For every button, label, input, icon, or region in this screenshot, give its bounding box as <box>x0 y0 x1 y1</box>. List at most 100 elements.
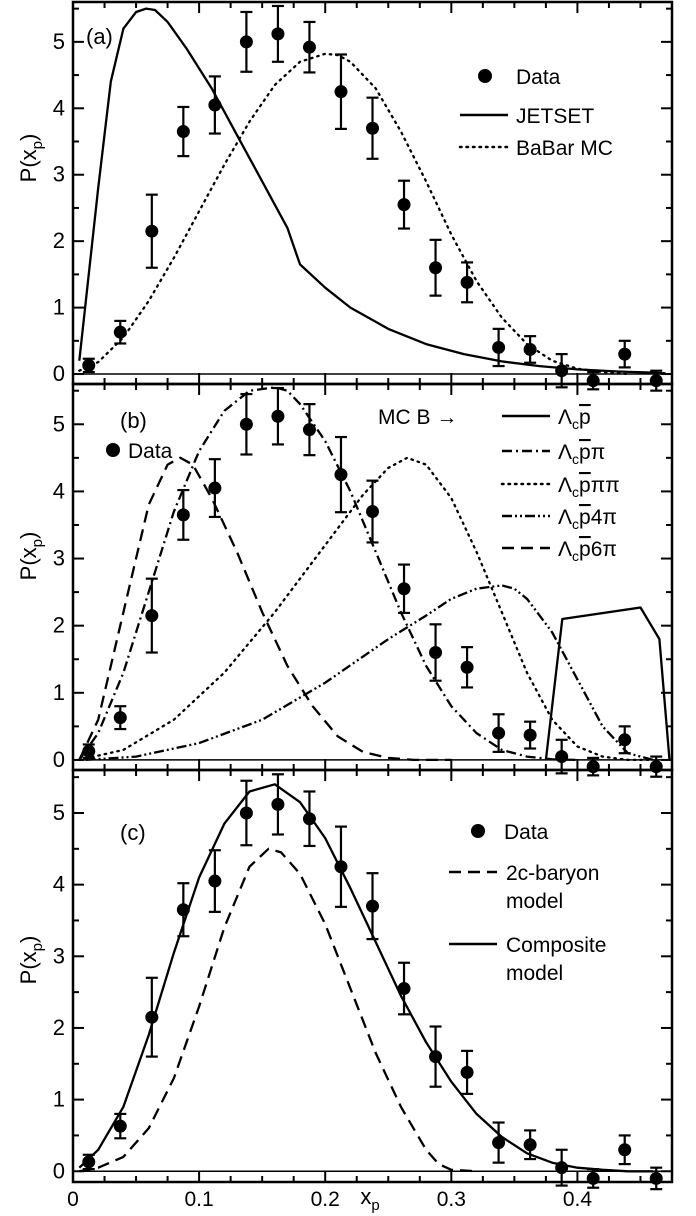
data-point <box>271 409 285 423</box>
data-point <box>460 1065 474 1079</box>
y-tick-label: 5 <box>53 411 65 436</box>
y-tick-label: 0 <box>53 361 65 386</box>
data-point <box>618 1143 632 1157</box>
legend-c-2c-label-2: model <box>506 890 563 913</box>
legend-b: Data MC B → Λcp Λcpπ Λcpππ Λcp4π Λcp6π <box>106 406 620 564</box>
series-line-2 <box>78 783 654 1173</box>
data-point <box>82 1155 96 1169</box>
legend-c: Data 2c-baryon model Composite model <box>449 821 606 985</box>
data-point <box>460 275 474 289</box>
data-point <box>302 40 316 54</box>
series-line-3 <box>78 456 655 762</box>
legend-b-label-1: Λcp <box>558 406 591 432</box>
data-point <box>366 899 379 913</box>
legend-a-data-marker <box>478 69 492 83</box>
data-point <box>145 1010 159 1024</box>
data-point <box>586 1171 600 1185</box>
x-tick-label: 0.4 <box>563 1188 593 1211</box>
panel-frame <box>71 0 674 386</box>
legend-b-label-4: Λcp4π <box>558 506 617 532</box>
legend-a-data-label: Data <box>516 66 561 89</box>
panel-c-tag: (c) <box>120 820 146 845</box>
panel-a-tag: (a) <box>86 24 113 49</box>
x-tick-label: 0.1 <box>185 1188 214 1211</box>
data-point <box>523 1138 537 1152</box>
panel-c: 0 1 2 3 4 5 0 0.1 0.2 0.3 0.4 <box>53 768 674 1211</box>
legend-b-label-5: Λcp6π <box>558 538 617 564</box>
y-tick-label: 2 <box>53 1015 65 1040</box>
y-tick-label: 4 <box>53 872 65 897</box>
data-point <box>429 646 443 660</box>
y-tick-label: 1 <box>53 295 65 320</box>
data-point <box>618 347 632 361</box>
data-point <box>176 508 190 522</box>
data-point <box>397 982 411 996</box>
series-line-1 <box>79 847 477 1173</box>
data-point <box>334 85 348 99</box>
ylabel-b: P(xp) <box>16 532 46 581</box>
data-point <box>429 261 443 275</box>
xlabel: xp <box>360 1184 379 1214</box>
y-tick-label: 2 <box>53 613 65 638</box>
x-tick-label: 0.3 <box>437 1188 466 1211</box>
y-tick-label: 2 <box>53 228 65 253</box>
data-point <box>176 125 190 139</box>
legend-b-label-3: Λcpππ <box>558 474 620 500</box>
legend-b-data-label: Data <box>128 440 173 463</box>
data-point <box>145 224 159 238</box>
legend-c-2c-label-1: 2c-baryon <box>506 862 599 885</box>
data-point <box>113 325 127 339</box>
data-point <box>239 35 253 49</box>
y-tick-label: 3 <box>53 546 65 571</box>
series-line-1 <box>544 606 671 761</box>
y-tick-label: 0 <box>53 747 65 772</box>
data-point <box>555 750 569 764</box>
series-line-1 <box>78 7 666 375</box>
data-point <box>523 728 537 742</box>
data-point <box>176 903 190 917</box>
data-point <box>492 1136 506 1150</box>
data-point <box>208 874 222 888</box>
data-point <box>366 505 379 519</box>
data-point <box>239 806 253 820</box>
panel-a: 0 1 2 3 4 5 <box>53 0 674 392</box>
data-point <box>492 340 506 354</box>
legend-c-data-marker <box>471 824 485 838</box>
ylabel-a: P(xp) <box>16 134 46 183</box>
data-point <box>239 417 253 431</box>
data-point <box>271 797 285 811</box>
data-point <box>145 609 159 623</box>
y-tick-label: 5 <box>53 800 65 825</box>
y-tick-label: 5 <box>53 29 65 54</box>
y-tick-label: 4 <box>53 95 65 120</box>
series-line-2 <box>78 52 630 376</box>
data-point <box>271 27 285 41</box>
data-point <box>397 582 411 596</box>
x-tick-label: 0.2 <box>311 1188 340 1211</box>
legend-c-composite-label-1: Composite <box>506 934 606 957</box>
legend-a-babar-label: BaBar MC <box>516 137 613 160</box>
legend-a: Data JETSET BaBar MC <box>458 66 613 160</box>
data-point <box>113 1119 127 1133</box>
data-point <box>113 711 127 725</box>
legend-c-data-label: Data <box>504 821 549 844</box>
data-point <box>302 423 316 437</box>
data-point <box>82 358 96 372</box>
y-tick-label: 1 <box>53 680 65 705</box>
legend-b-header: MC B → <box>378 406 457 429</box>
y-tick-label: 3 <box>53 943 65 968</box>
legend-b-label-2: Λcpπ <box>558 441 605 467</box>
series-line-2 <box>78 386 578 762</box>
panel-b-tag: (b) <box>120 408 147 433</box>
ylabel-c: P(xp) <box>16 936 46 985</box>
x-tick-label: 0 <box>67 1188 79 1211</box>
data-point <box>334 468 348 482</box>
data-point <box>82 744 96 758</box>
series-line-4 <box>85 584 654 762</box>
data-point <box>618 733 632 747</box>
legend-a-jetset-label: JETSET <box>516 105 594 128</box>
data-point <box>302 812 316 826</box>
data-point <box>366 121 379 135</box>
legend-c-composite-label-2: model <box>506 962 563 985</box>
